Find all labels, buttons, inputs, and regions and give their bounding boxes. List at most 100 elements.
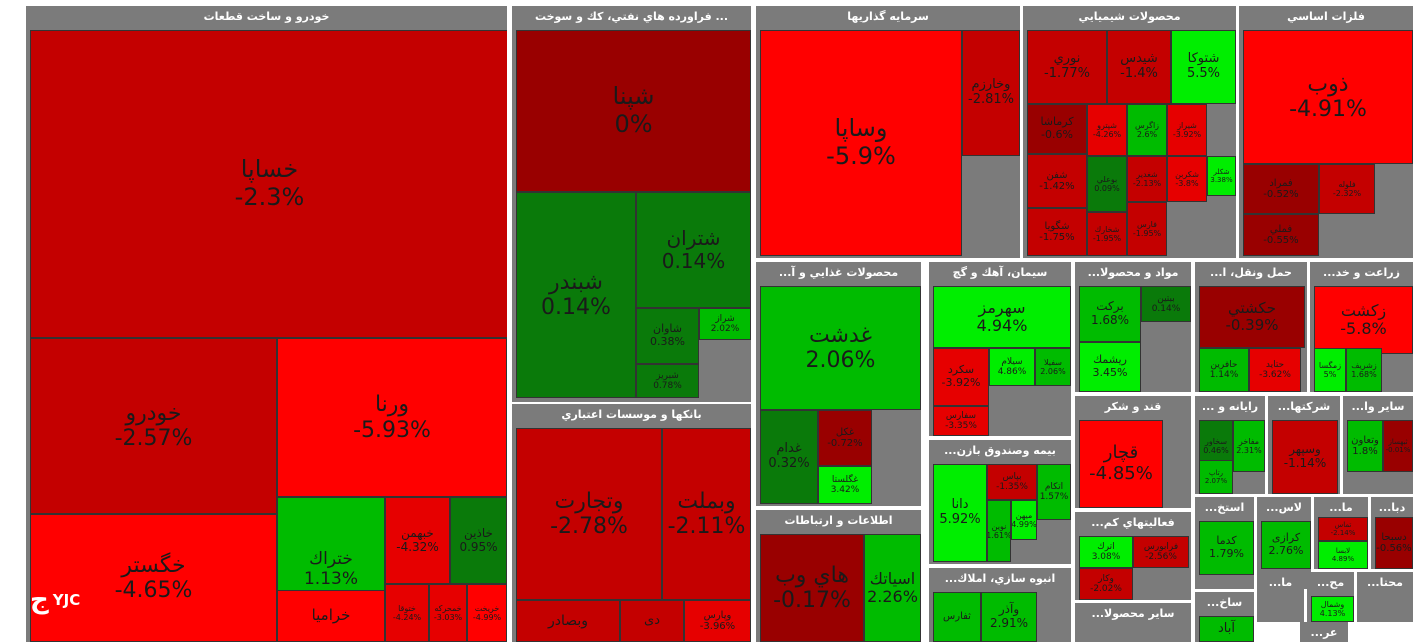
stock-tile[interactable]: ثبهساز -0.01%	[1383, 420, 1413, 472]
stock-tile[interactable]: وكار -2.02%	[1079, 568, 1133, 600]
sector-box[interactable]: عر...	[1300, 622, 1348, 642]
stock-tile[interactable]: شپترو -4.26%	[1087, 104, 1127, 156]
stock-tile[interactable]: رتاپ 2.07%	[1199, 460, 1233, 494]
stock-tile[interactable]: وسپهر -1.14%	[1272, 420, 1338, 494]
sector-box[interactable]: ساخ... آباد	[1195, 592, 1254, 642]
sector-box[interactable]: رايانه و ... سخاور 0.46% مفاخر 2.31% رتاپ 2.07…	[1195, 396, 1265, 494]
stock-tile[interactable]: شبندر 0.14%	[516, 192, 636, 398]
stock-tile[interactable]: اسياتك 2.26%	[864, 534, 921, 642]
sector-box[interactable]: بانكها و موسسات اعتباري وتجارت -2.78% وبملت…	[512, 404, 751, 642]
stock-tile[interactable]: حافرين 1.14%	[1199, 348, 1249, 392]
sector-box[interactable]: محتا...	[1357, 572, 1413, 622]
stock-tile[interactable]: خريخت -4.99%	[467, 584, 507, 642]
stock-tile[interactable]: ببتين 0.14%	[1141, 286, 1191, 322]
stock-tile[interactable]: وبصادر	[516, 600, 620, 642]
sector-box[interactable]: بيمه وصندوق بازن... دانا 5.92% بپاس -1.35% ات…	[929, 440, 1071, 564]
stock-tile[interactable]: كرازی 2.76%	[1261, 521, 1311, 569]
stock-tile[interactable]: شبريز 0.78%	[636, 364, 699, 398]
sector-box[interactable]: فعاليتهاي كم... اترك 3.08% فرابورس -2.56% وكا…	[1075, 512, 1191, 600]
stock-tile[interactable]: ثفارس	[933, 592, 981, 642]
stock-tile[interactable]: ذوب -4.91%	[1243, 30, 1413, 164]
stock-tile[interactable]: ورنا -5.93%	[277, 338, 507, 497]
stock-tile[interactable]: شيدس -1.4%	[1107, 30, 1171, 104]
sector-box[interactable]: ... فراورده هاي نفتي، كك و سوخت شپنا 0% شبن…	[512, 6, 751, 402]
stock-tile[interactable]: دی	[620, 600, 684, 642]
stock-tile[interactable]: سيلام 4.86%	[989, 348, 1035, 386]
stock-tile[interactable]: اترك 3.08%	[1079, 536, 1133, 568]
stock-tile[interactable]: شگويا -1.75%	[1027, 208, 1087, 256]
stock-tile[interactable]: حكشتي -0.39%	[1199, 286, 1305, 348]
stock-tile[interactable]: نوري -1.77%	[1027, 30, 1107, 104]
stock-tile[interactable]: وبملت -2.11%	[662, 428, 751, 600]
sector-box[interactable]: سایر محصولا...	[1075, 603, 1191, 642]
sector-box[interactable]: شركتها... وسپهر -1.14%	[1268, 396, 1340, 494]
stock-tile[interactable]: غگلستا 3.42%	[818, 466, 872, 504]
stock-tile[interactable]: دانا 5.92%	[933, 464, 987, 562]
stock-tile[interactable]: هاي وب -0.17%	[760, 534, 864, 642]
stock-tile[interactable]: وساپا -5.9%	[760, 30, 962, 256]
stock-tile[interactable]: فرابورس -2.56%	[1133, 536, 1189, 568]
sector-box[interactable]: دبا... دسبحا -0.56%	[1371, 497, 1413, 569]
sector-box[interactable]: استخ... كدما 1.79%	[1195, 497, 1254, 589]
sector-box[interactable]: محصولات شيميايي نوري -1.77% شيدس -1.4% شتوكا 5…	[1023, 6, 1236, 258]
sector-box[interactable]: حمل ونقل، ا... حكشتي -0.39% حافرين 1.14% حتاي…	[1195, 262, 1307, 392]
stock-tile[interactable]: غدشت 2.06%	[760, 286, 921, 410]
stock-tile[interactable]: شكلر 3.38%	[1207, 156, 1236, 196]
stock-tile[interactable]: وآذر 2.91%	[981, 592, 1037, 642]
stock-tile[interactable]: فلوله -2.32%	[1319, 164, 1375, 214]
sector-box[interactable]: خودرو و ساخت قطعات خساپا -2.3% خودرو -2.57% و…	[26, 6, 507, 642]
stock-tile[interactable]: شراز 2.02%	[699, 308, 751, 340]
stock-tile[interactable]: شاوان 0.38%	[636, 308, 699, 364]
sector-box[interactable]: اطلاعات و ارتباطات هاي وب -0.17% اسياتك 2.26…	[756, 510, 921, 642]
stock-tile[interactable]: زكشت -5.8%	[1314, 286, 1413, 354]
stock-tile[interactable]: غكل -0.72%	[818, 410, 872, 466]
sector-box[interactable]: سيمان، آهك و گچ سهرمز 4.94% سكرد -3.92% سيلام…	[929, 262, 1071, 436]
stock-tile[interactable]: اتكام 1.57%	[1037, 464, 1071, 520]
stock-tile[interactable]: زشريف 1.68%	[1346, 348, 1382, 392]
sector-box[interactable]: انبوه سازي، املاك... ثفارس وآذر 2.91%	[929, 568, 1071, 642]
stock-tile[interactable]: خودرو -2.57%	[30, 338, 277, 514]
stock-tile[interactable]: شيراز -3.92%	[1167, 104, 1207, 156]
sector-box[interactable]: مح... وشمال 4.13%	[1307, 572, 1354, 622]
stock-tile[interactable]: خراميا	[277, 590, 385, 642]
stock-tile[interactable]: بپاس -1.35%	[987, 464, 1037, 500]
stock-tile[interactable]: قچار -4.85%	[1079, 420, 1163, 508]
stock-tile[interactable]: فملي -0.55%	[1243, 214, 1319, 256]
stock-tile[interactable]: بوعلي 0.09%	[1087, 156, 1127, 212]
stock-tile[interactable]: مفاخر 2.31%	[1233, 420, 1265, 472]
stock-tile[interactable]: وتجارت -2.78%	[516, 428, 662, 600]
stock-tile[interactable]: غدام 0.32%	[760, 410, 818, 504]
stock-tile[interactable]: خاذين 0.95%	[450, 497, 507, 584]
stock-tile[interactable]: شغدير -2.13%	[1127, 156, 1167, 202]
stock-tile[interactable]: شتوكا 5.5%	[1171, 30, 1236, 104]
stock-tile[interactable]: وتعاون 1.8%	[1347, 420, 1383, 472]
sector-box[interactable]: ساير وا... وتعاون 1.8% ثبهساز -0.01%	[1343, 396, 1413, 494]
sector-box[interactable]: سرمايه گذاريها وساپا -5.9% وخارزم -2.81%	[756, 6, 1020, 258]
stock-tile[interactable]: شفن -1.42%	[1027, 154, 1087, 208]
stock-tile[interactable]: وشمال 4.13%	[1311, 596, 1354, 622]
stock-tile[interactable]: سهرمز 4.94%	[933, 286, 1071, 348]
sector-box[interactable]: ما...	[1257, 572, 1304, 622]
stock-tile[interactable]: ميهن 4.99%	[1011, 500, 1037, 540]
stock-tile[interactable]: وخارزم -2.81%	[962, 30, 1020, 156]
stock-tile[interactable]: آباد	[1199, 616, 1254, 642]
stock-tile[interactable]: سكرد -3.92%	[933, 348, 989, 406]
stock-tile[interactable]: خبهمن -4.32%	[385, 497, 450, 584]
sector-box[interactable]: محصولات غذايي و آ... غدشت 2.06% غدام 0.32% غك…	[756, 262, 921, 506]
sector-box[interactable]: فلزات اساسي ذوب -4.91% فمراد -0.52% فلوله -2.3…	[1239, 6, 1413, 258]
stock-tile[interactable]: دسبحا -0.56%	[1375, 517, 1413, 569]
stock-tile[interactable]: خمحركه -3.03%	[429, 584, 467, 642]
stock-tile[interactable]: نوين 1.61%	[987, 500, 1011, 562]
stock-tile[interactable]: وپارس -3.96%	[684, 600, 751, 642]
stock-tile[interactable]: ريشمك 3.45%	[1079, 342, 1141, 392]
stock-tile[interactable]: شپنا 0%	[516, 30, 751, 192]
stock-tile[interactable]: شخارك -1.95%	[1087, 212, 1127, 256]
sector-box[interactable]: زراعت و خد... زكشت -5.8% زمگسا 5% زشريف 1.68%	[1310, 262, 1413, 392]
stock-tile[interactable]: ختوقا -4.24%	[385, 584, 429, 642]
stock-tile[interactable]: خساپا -2.3%	[30, 30, 507, 338]
stock-tile[interactable]: كرماشا -0.6%	[1027, 104, 1087, 154]
stock-tile[interactable]: كدما 1.79%	[1199, 521, 1254, 575]
stock-tile[interactable]: شتران 0.14%	[636, 192, 751, 308]
sector-box[interactable]: مواد و محصولا... بركت 1.68% ببتين 0.14% ريشمك…	[1075, 262, 1191, 392]
stock-tile[interactable]: تماس -2.14%	[1318, 517, 1368, 541]
